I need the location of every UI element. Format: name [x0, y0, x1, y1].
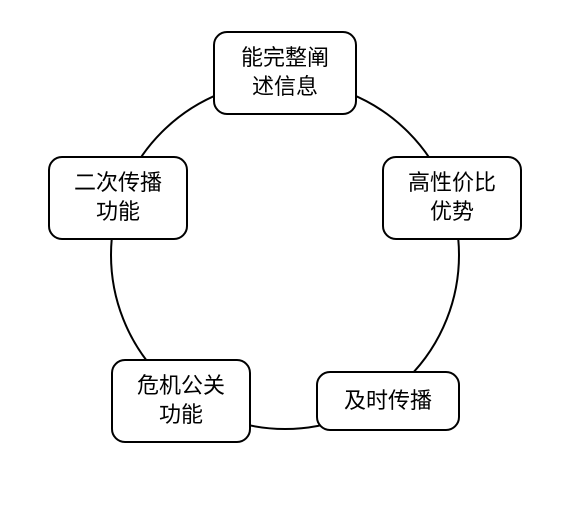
diagram-canvas: 能完整阐 述信息 高性价比 优势 及时传播 危机公关 功能 二次传播 功能 — [0, 0, 569, 507]
node-cost-advantage: 高性价比 优势 — [382, 156, 522, 240]
node-label: 及时传播 — [344, 387, 432, 416]
node-label: 能完整阐 述信息 — [241, 44, 329, 101]
node-crisis-pr: 危机公关 功能 — [111, 359, 251, 443]
node-label: 二次传播 功能 — [74, 169, 162, 226]
node-complete-info: 能完整阐 述信息 — [213, 31, 357, 115]
node-label: 危机公关 功能 — [137, 372, 225, 429]
node-label: 高性价比 优势 — [408, 169, 496, 226]
node-timely-spread: 及时传播 — [316, 371, 460, 431]
node-secondary-spread: 二次传播 功能 — [48, 156, 188, 240]
